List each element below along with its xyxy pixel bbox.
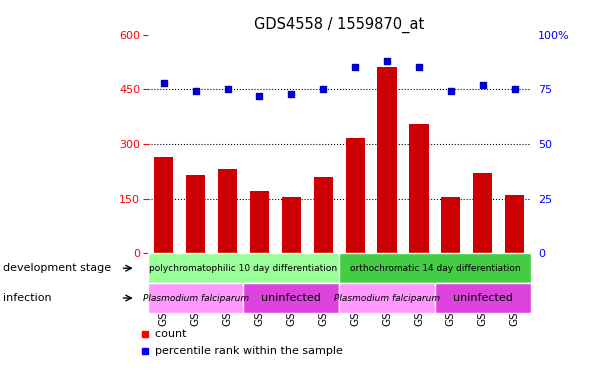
Text: uninfected: uninfected (261, 293, 321, 303)
Point (510, 86, 520, 92)
Bar (346, 139, 365, 253)
Bar (148, 283, 244, 313)
Bar (339, 253, 531, 283)
Bar (339, 283, 435, 313)
Title: GDS4558 / 1559870_at: GDS4558 / 1559870_at (254, 17, 425, 33)
Bar (186, 175, 205, 253)
Text: infection: infection (3, 293, 52, 303)
Bar (314, 177, 333, 253)
Text: Plasmodium falciparum: Plasmodium falciparum (334, 293, 440, 303)
Bar (441, 197, 461, 253)
Point (223, 86, 232, 92)
Text: count: count (148, 329, 186, 339)
Text: Plasmodium falciparum: Plasmodium falciparum (142, 293, 248, 303)
Point (318, 86, 328, 92)
Point (286, 91, 296, 97)
Bar (473, 173, 492, 253)
Bar (282, 197, 301, 253)
Bar (409, 124, 429, 253)
Point (478, 82, 488, 88)
Point (446, 88, 456, 94)
Point (382, 58, 392, 64)
Bar (435, 283, 531, 313)
Bar (218, 169, 237, 253)
Point (191, 88, 200, 94)
Text: polychromatophilic 10 day differentiation: polychromatophilic 10 day differentiatio… (150, 264, 338, 273)
Bar (505, 195, 524, 253)
Bar (377, 67, 397, 253)
Point (350, 64, 360, 70)
Bar (154, 157, 173, 253)
Text: orthochromatic 14 day differentiation: orthochromatic 14 day differentiation (350, 264, 520, 273)
Text: percentile rank within the sample: percentile rank within the sample (148, 346, 343, 356)
Bar (250, 191, 269, 253)
Point (159, 79, 168, 86)
Point (414, 64, 424, 70)
Bar (244, 283, 339, 313)
Point (254, 93, 264, 99)
Bar (148, 253, 339, 283)
Text: uninfected: uninfected (453, 293, 513, 303)
Text: development stage: development stage (3, 263, 111, 273)
